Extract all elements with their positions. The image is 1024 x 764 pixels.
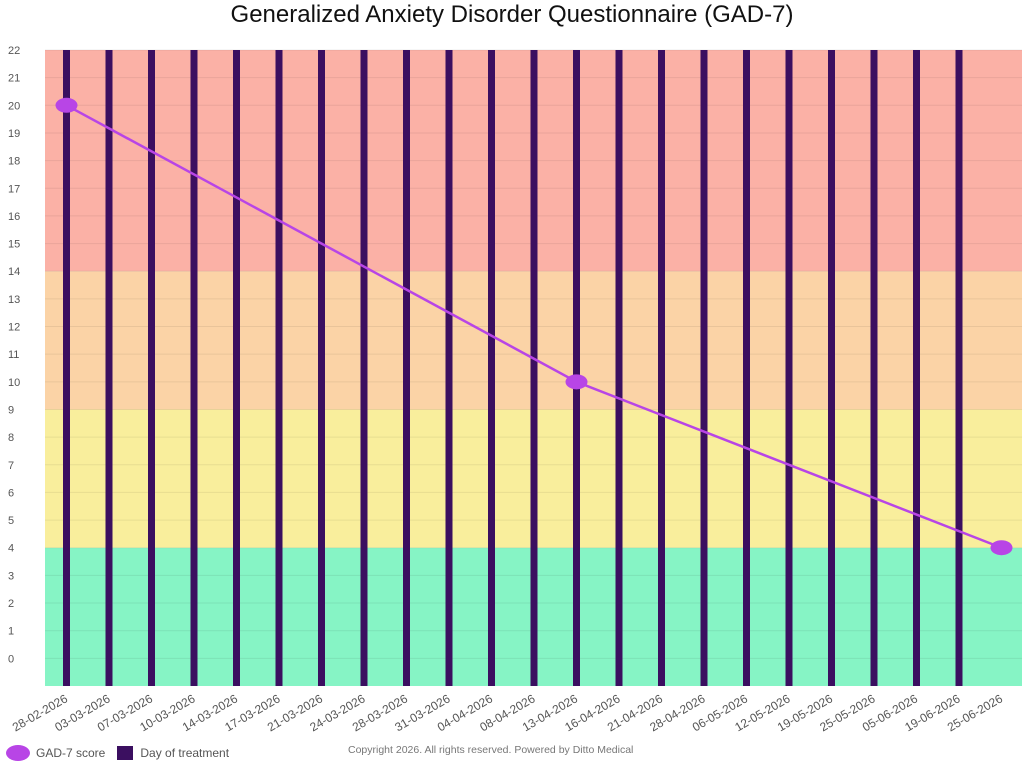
score-point bbox=[55, 97, 78, 113]
y-tick-label: 11 bbox=[8, 349, 19, 361]
y-tick-label: 21 bbox=[8, 73, 20, 85]
y-tick-label: 2 bbox=[8, 598, 14, 610]
treatment-day-bar bbox=[190, 50, 198, 686]
chart-legend: GAD-7 score Day of treatment bbox=[6, 744, 241, 762]
treatment-day-bar bbox=[530, 50, 538, 686]
y-tick-label: 19 bbox=[8, 128, 20, 140]
treatment-day-bar bbox=[828, 50, 835, 686]
y-tick-label: 10 bbox=[8, 377, 20, 389]
y-tick-label: 9 bbox=[8, 404, 14, 416]
treatment-day-bar bbox=[148, 50, 155, 686]
copyright-notice: Copyright 2026. All rights reserved. Pow… bbox=[348, 744, 634, 756]
legend-swatch-score bbox=[6, 745, 30, 761]
treatment-day-bar bbox=[658, 50, 665, 686]
y-tick-label: 5 bbox=[8, 515, 14, 527]
treatment-day-bar bbox=[615, 50, 623, 686]
y-tick-label: 12 bbox=[8, 322, 20, 334]
y-tick-label: 6 bbox=[8, 487, 14, 499]
treatment-day-bars bbox=[63, 50, 963, 686]
legend-swatch-treatment bbox=[117, 746, 134, 760]
y-tick-label: 16 bbox=[8, 211, 20, 223]
y-tick-label: 18 bbox=[8, 156, 20, 168]
y-tick-label: 4 bbox=[8, 543, 14, 555]
score-point bbox=[565, 374, 588, 390]
legend-item-treatment[interactable]: Day of treatment bbox=[117, 746, 229, 760]
x-axis-ticks: 28-02-202603-03-202607-03-202610-03-2026… bbox=[10, 691, 1005, 734]
treatment-day-bar bbox=[63, 50, 70, 686]
score-point bbox=[990, 540, 1013, 556]
treatment-day-bar bbox=[403, 50, 410, 686]
y-tick-label: 22 bbox=[8, 45, 20, 57]
legend-item-score[interactable]: GAD-7 score bbox=[6, 745, 105, 761]
treatment-day-bar bbox=[275, 50, 283, 686]
treatment-day-bar bbox=[233, 50, 240, 686]
treatment-day-bar bbox=[913, 50, 920, 686]
y-tick-label: 3 bbox=[8, 570, 14, 582]
treatment-day-bar bbox=[360, 50, 368, 686]
y-tick-label: 14 bbox=[8, 266, 20, 278]
treatment-day-bar bbox=[318, 50, 325, 686]
legend-label-score: GAD-7 score bbox=[36, 746, 106, 760]
y-tick-label: 13 bbox=[8, 294, 20, 306]
treatment-day-bar bbox=[955, 50, 963, 686]
y-tick-label: 1 bbox=[8, 626, 14, 638]
y-tick-label: 8 bbox=[8, 432, 14, 444]
score-points bbox=[55, 97, 1013, 556]
y-tick-label: 20 bbox=[8, 100, 20, 112]
treatment-day-bar bbox=[573, 50, 580, 686]
treatment-day-bar bbox=[870, 50, 878, 686]
treatment-day-bar bbox=[105, 50, 113, 686]
treatment-day-bar bbox=[785, 50, 793, 686]
treatment-day-bar bbox=[700, 50, 708, 686]
treatment-day-bar bbox=[488, 50, 495, 686]
legend-label-treatment: Day of treatment bbox=[140, 746, 230, 760]
treatment-day-bar bbox=[445, 50, 453, 686]
treatment-day-bar bbox=[743, 50, 750, 686]
y-tick-label: 15 bbox=[8, 239, 20, 251]
y-tick-label: 7 bbox=[8, 460, 14, 472]
y-tick-label: 17 bbox=[8, 183, 20, 195]
y-tick-label: 0 bbox=[8, 653, 14, 665]
chart-title: Generalized Anxiety Disorder Questionnai… bbox=[230, 1, 794, 28]
